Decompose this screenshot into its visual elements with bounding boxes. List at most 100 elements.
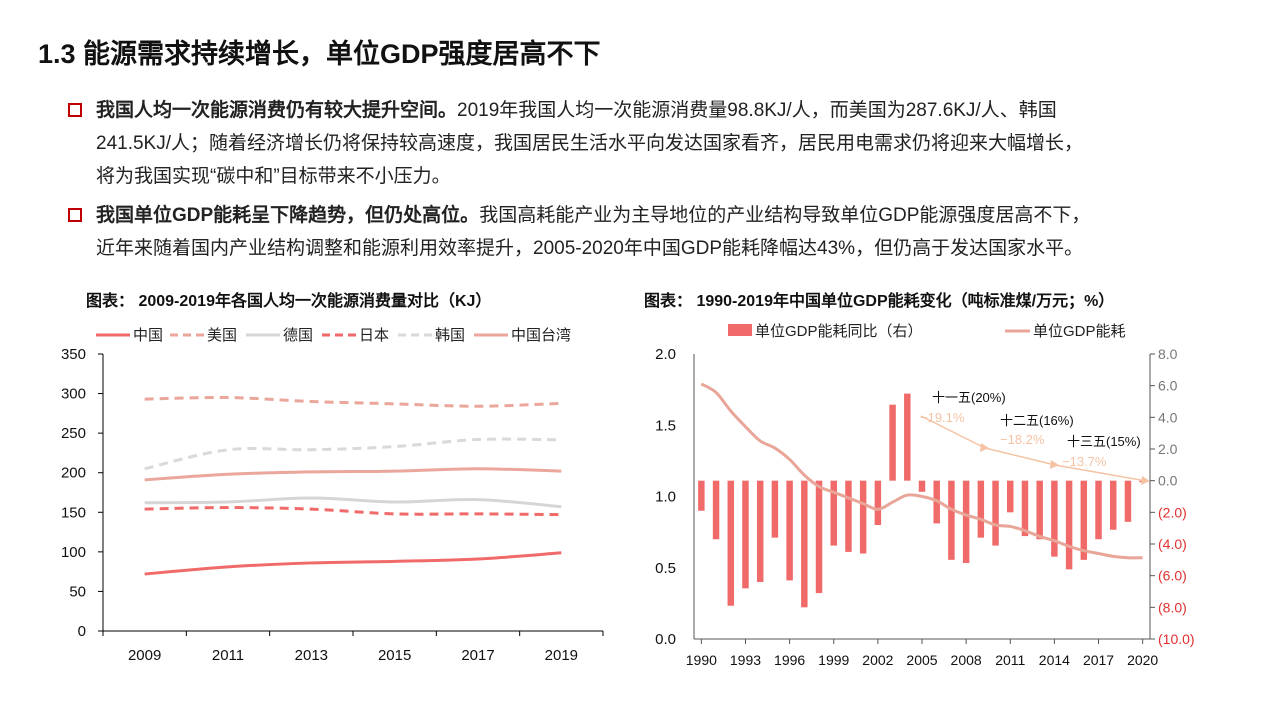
bar-2010 bbox=[992, 480, 999, 546]
legend-label: 单位GDP能耗同比（右） bbox=[755, 323, 923, 340]
bullet-text: 241.5KJ/人；随着经济增长仍将保持较高速度，我国居民生活水平向发达国家看齐… bbox=[96, 133, 1084, 154]
y-tick-label: 200 bbox=[61, 465, 86, 482]
bar-2018 bbox=[1109, 480, 1117, 530]
legend-label: 中国 bbox=[133, 327, 163, 344]
bullet-text: 将为我国实现“碳中和”目标带来不小压力。 bbox=[96, 166, 451, 187]
x-tick-label: 2015 bbox=[378, 647, 411, 664]
bar-2004 bbox=[904, 393, 911, 481]
bar-1995 bbox=[771, 480, 779, 538]
y-right-tick-label: (6.0) bbox=[1158, 568, 1187, 584]
series-line-中国 bbox=[144, 551, 562, 576]
legend-label: 单位GDP能耗 bbox=[1033, 323, 1126, 340]
legend-label: 中国台湾 bbox=[511, 327, 571, 344]
bullet-text: 2019年我国人均一次能源消费量98.8KJ/人，而美国为287.6KJ/人、韩… bbox=[457, 100, 1057, 121]
x-tick-label: 2017 bbox=[461, 647, 494, 664]
y-right-tick-label: 0.0 bbox=[1158, 473, 1178, 489]
x-tick-label: 1996 bbox=[774, 652, 805, 668]
y-right-tick-label: 4.0 bbox=[1158, 409, 1178, 425]
legend-label: 美国 bbox=[207, 327, 237, 344]
bar-1991 bbox=[712, 480, 720, 540]
y-left-tick-label: 1.5 bbox=[655, 417, 676, 434]
bar-1992 bbox=[727, 480, 735, 606]
bar-1998 bbox=[815, 480, 823, 594]
x-tick-label: 1990 bbox=[686, 652, 717, 668]
x-tick-label: 2009 bbox=[128, 647, 161, 664]
bar-1996 bbox=[786, 480, 793, 581]
bullet-1: 我国人均一次能源消费仍有较大提升空间。2019年我国人均一次能源消费量98.8K… bbox=[68, 94, 1218, 193]
x-tick-label: 2011 bbox=[212, 647, 244, 664]
legend-label: 德国 bbox=[283, 326, 313, 344]
bar-2007 bbox=[948, 480, 955, 560]
bar-1999 bbox=[830, 480, 837, 546]
x-tick-label: 2013 bbox=[295, 647, 328, 664]
actual-label: −19.1% bbox=[920, 410, 965, 425]
bar-2019 bbox=[1124, 480, 1132, 522]
y-right-tick-label: (8.0) bbox=[1158, 599, 1187, 615]
bullet-text: 近年来随着国内产业结构调整和能源利用效率提升，2005-2020年中国GDP能耗… bbox=[96, 238, 1084, 259]
y-tick-label: 100 bbox=[61, 544, 86, 561]
y-left-tick-label: 1.0 bbox=[655, 489, 676, 506]
legend-swatch-bar bbox=[728, 324, 752, 336]
bar-2012 bbox=[1021, 480, 1029, 537]
series-line-中国台湾 bbox=[144, 467, 562, 482]
chart-per-capita-energy: 0 50 100 150 200 250 300 350 2009 2011 2013 2015 201… bbox=[61, 326, 604, 664]
x-tick-label: 2019 bbox=[545, 647, 578, 664]
y-tick-label: 300 bbox=[61, 386, 86, 403]
legend-label: 韩国 bbox=[435, 327, 465, 344]
y-tick-label: 150 bbox=[61, 504, 86, 521]
bullet-square-icon bbox=[68, 103, 82, 117]
bar-2016 bbox=[1080, 480, 1088, 560]
actual-label: −13.7% bbox=[1062, 454, 1107, 469]
y-tick-label: 50 bbox=[69, 583, 86, 600]
actual-label: −18.2% bbox=[1000, 432, 1045, 447]
bar-2000 bbox=[845, 480, 852, 552]
bar-1993 bbox=[742, 480, 749, 589]
bar-2005 bbox=[918, 480, 926, 492]
bullet-text: 我国高耗能产业为主导地位的产业结构导致单位GDP能源强度居高不下， bbox=[479, 205, 1091, 226]
y-left-tick-label: 2.0 bbox=[655, 346, 676, 363]
x-tick-label: 2002 bbox=[862, 652, 893, 668]
bar-2009 bbox=[977, 480, 985, 538]
series-line-gdp-energy bbox=[700, 382, 1143, 560]
y-right-tick-label: 6.0 bbox=[1158, 378, 1178, 394]
bar-2014 bbox=[1051, 480, 1058, 557]
series-line-韩国 bbox=[144, 437, 562, 471]
bar-1997 bbox=[801, 480, 808, 608]
x-tick-label: 1993 bbox=[730, 652, 761, 668]
arrowhead-icon bbox=[1141, 476, 1150, 485]
bullet-bold: 我国单位GDP能耗呈下降趋势，但仍处高位。 bbox=[96, 205, 480, 226]
bar-2011 bbox=[1007, 480, 1014, 513]
arrowhead-icon bbox=[980, 443, 989, 452]
bullet-2: 我国单位GDP能耗呈下降趋势，但仍处高位。我国高耗能产业为主导地位的产业结构导致… bbox=[68, 199, 1218, 265]
y-tick-label: 0 bbox=[78, 623, 86, 640]
y-left-tick-label: 0.0 bbox=[655, 631, 676, 648]
chart1-title: 图表： 2009-2019年各国人均一次能源消费量对比（KJ） bbox=[86, 293, 492, 310]
plan-label: 十三五(15%) bbox=[1067, 434, 1141, 449]
x-tick-label: 2011 bbox=[995, 652, 1025, 668]
y-tick-label: 350 bbox=[61, 346, 86, 363]
legend-label: 日本 bbox=[359, 327, 389, 344]
page-title: 1.3 能源需求持续增长，单位GDP强度居高不下 bbox=[38, 39, 601, 69]
x-tick-label: 1999 bbox=[818, 652, 849, 668]
bar-2001 bbox=[859, 480, 867, 554]
y-right-tick-label: 8.0 bbox=[1158, 346, 1178, 362]
bar-1994 bbox=[756, 480, 764, 582]
y-right-tick-label: (10.0) bbox=[1158, 631, 1195, 647]
x-tick-label: 2017 bbox=[1083, 652, 1114, 668]
y-left-tick-label: 0.5 bbox=[655, 560, 676, 577]
bar-2013 bbox=[1036, 480, 1043, 540]
x-tick-label: 2008 bbox=[951, 652, 982, 668]
y-tick-label: 250 bbox=[61, 425, 86, 442]
bar-2002 bbox=[874, 480, 882, 525]
bar-2017 bbox=[1095, 480, 1102, 540]
x-tick-label: 2014 bbox=[1039, 652, 1070, 668]
bar-2003 bbox=[889, 404, 896, 481]
series-line-德国 bbox=[144, 496, 562, 509]
trend-arrow bbox=[920, 415, 1147, 482]
y-right-tick-label: (2.0) bbox=[1158, 504, 1187, 520]
plan-label: 十一五(20%) bbox=[932, 390, 1006, 405]
y-right-tick-label: (4.0) bbox=[1158, 536, 1187, 552]
chart2-title: 图表： 1990-2019年中国单位GDP能耗变化（吨标准煤/万元；%） bbox=[644, 293, 1115, 310]
